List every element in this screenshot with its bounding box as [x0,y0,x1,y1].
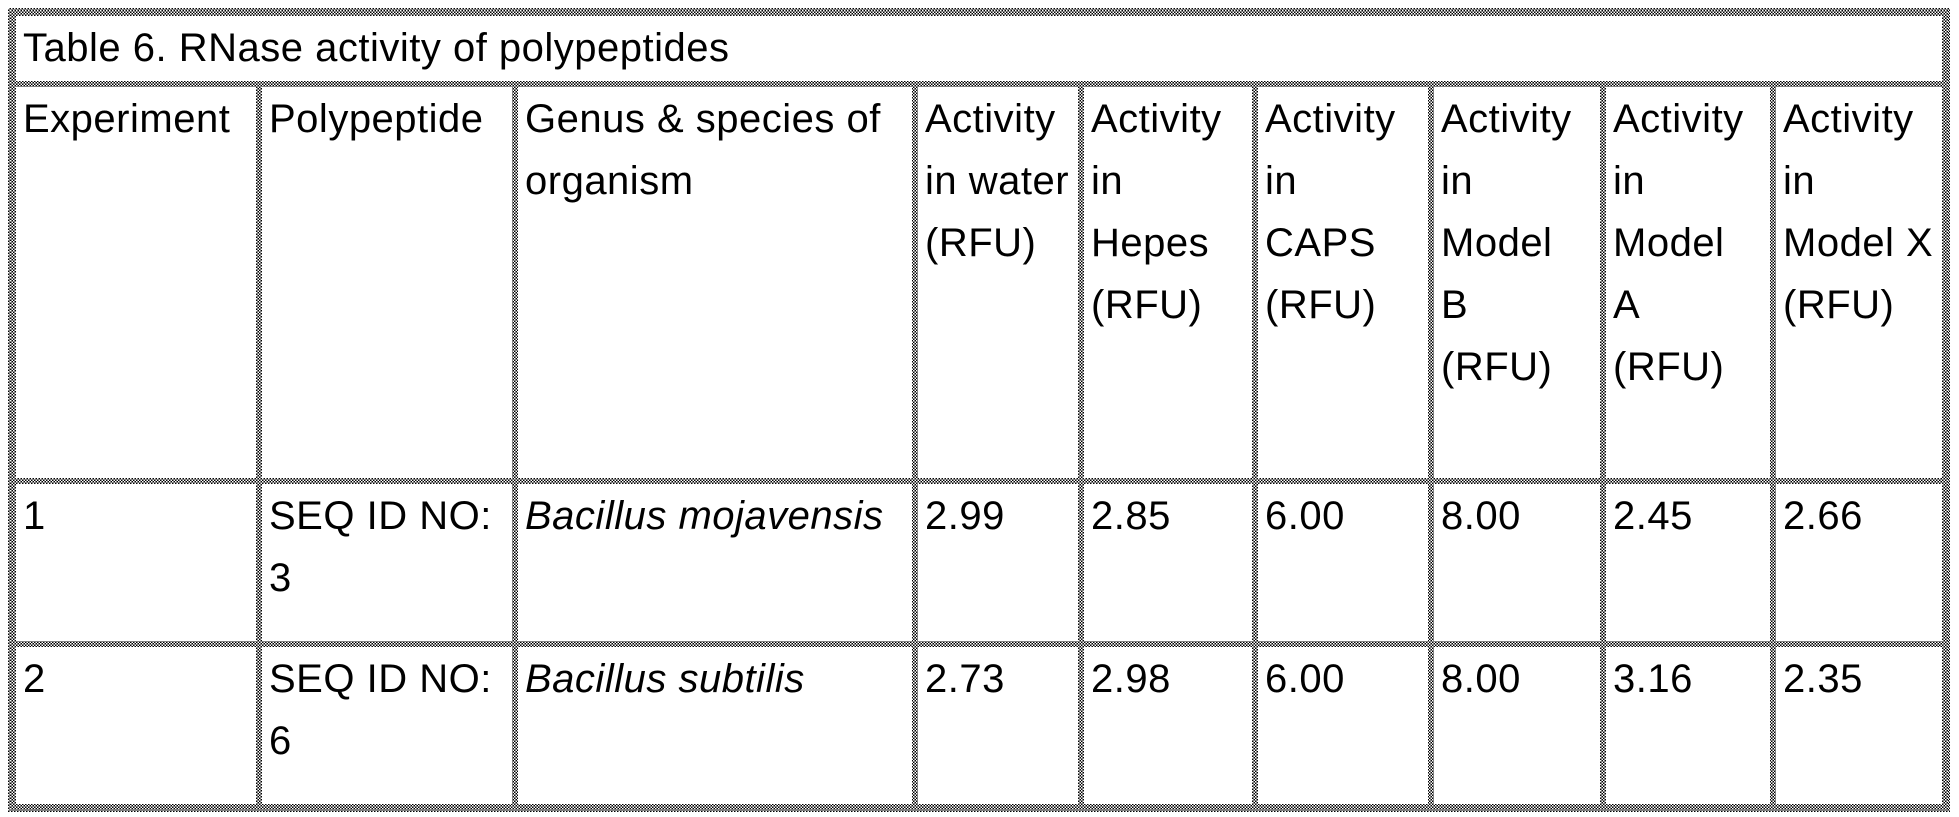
header-activity-model-b: Activity in Model B (RFU) [1434,87,1600,478]
cell-activity-model-b: 8.00 [1434,484,1600,641]
header-activity-model-a: Activity in Model A (RFU) [1606,87,1770,478]
cell-experiment: 2 [16,647,256,804]
cell-activity-hepes: 2.98 [1084,647,1252,804]
cell-experiment: 1 [16,484,256,641]
header-experiment: Experiment [16,87,256,478]
header-activity-model-x: Activity in Model X (RFU) [1776,87,1943,478]
cell-activity-water: 2.99 [918,484,1078,641]
header-genus-species: Genus & species of organism [518,87,912,478]
cell-activity-model-x: 2.66 [1776,484,1943,641]
cell-organism: Bacillus mojavensis [518,484,912,641]
table-row-experiment-2: 2 SEQ ID NO: 6 Bacillus subtilis 2.73 2.… [16,647,1943,804]
table-outer-border: Table 6. RNase activity of polypeptides … [8,8,1951,812]
cell-activity-model-b: 8.00 [1434,647,1600,804]
header-polypeptide: Polypeptide [262,87,512,478]
cell-activity-model-a: 3.16 [1606,647,1770,804]
cell-organism: Bacillus subtilis [518,647,912,804]
header-activity-water: Activity in water (RFU) [918,87,1078,478]
cell-activity-water: 2.73 [918,647,1078,804]
table-header-row: Experiment Polypeptide Genus & species o… [16,87,1943,478]
rnase-activity-table: Table 6. RNase activity of polypeptides … [10,10,1949,810]
table-row-experiment-1: 1 SEQ ID NO: 3 Bacillus mojavensis 2.99 … [16,484,1943,641]
cell-activity-caps: 6.00 [1258,484,1428,641]
cell-polypeptide: SEQ ID NO: 6 [262,647,512,804]
header-activity-caps: Activity in CAPS (RFU) [1258,87,1428,478]
table-title: Table 6. RNase activity of polypeptides [16,16,1943,81]
cell-activity-model-x: 2.35 [1776,647,1943,804]
table-title-row: Table 6. RNase activity of polypeptides [16,16,1943,81]
cell-activity-hepes: 2.85 [1084,484,1252,641]
cell-activity-caps: 6.00 [1258,647,1428,804]
cell-activity-model-a: 2.45 [1606,484,1770,641]
cell-polypeptide: SEQ ID NO: 3 [262,484,512,641]
header-activity-hepes: Activity in Hepes (RFU) [1084,87,1252,478]
